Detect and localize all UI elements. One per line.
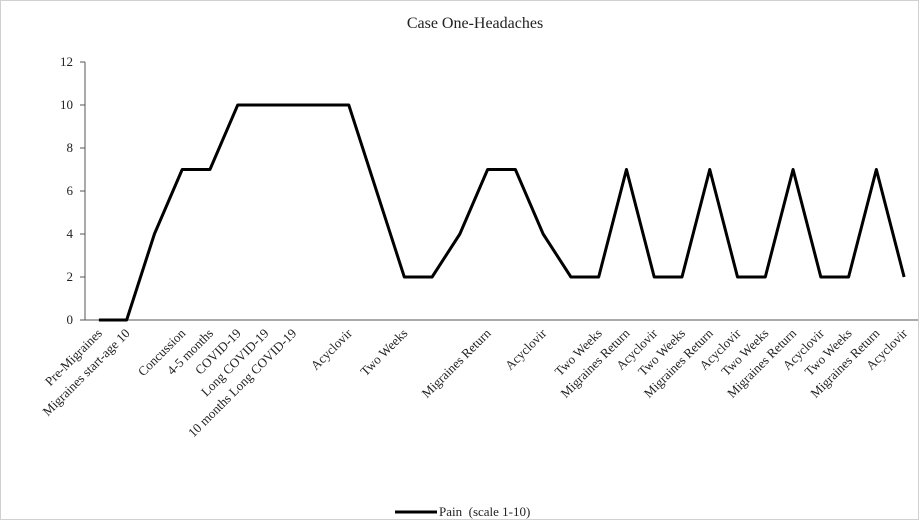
legend-label: Pain (scale 1-10) — [439, 504, 530, 519]
y-tick-label: 0 — [67, 312, 74, 327]
y-tick-label: 8 — [67, 140, 74, 155]
chart-title: Case One-Headaches — [407, 15, 543, 32]
y-tick-label: 12 — [60, 54, 73, 69]
y-tick-label: 6 — [67, 183, 74, 198]
line-series — [98, 103, 906, 322]
y-tick-label: 10 — [60, 97, 73, 112]
y-tick-label: 2 — [67, 269, 74, 284]
y-tick-label: 4 — [67, 226, 74, 241]
